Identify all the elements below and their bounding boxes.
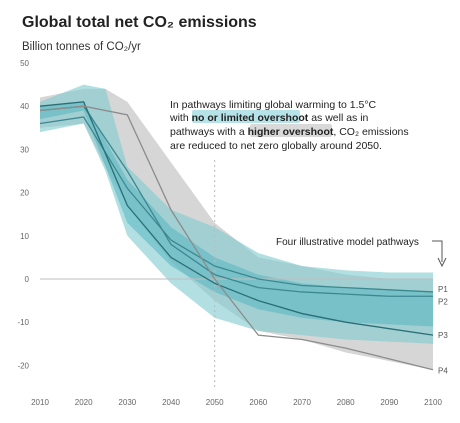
y-tick-label: -20 <box>17 361 29 370</box>
pathways-label: Four illustrative model pathways <box>276 237 419 248</box>
x-tick-label: 2090 <box>380 398 398 407</box>
annotation-line-3-highlight: higher overshoot <box>248 126 334 138</box>
annotation-line-1: In pathways limiting global warming to 1… <box>170 99 377 111</box>
highlight-limited-overshoot <box>192 110 300 123</box>
x-tick-label: 2040 <box>162 398 180 407</box>
y-tick-label: 40 <box>20 102 29 111</box>
y-axis-label: Billion tonnes of CO₂/yr <box>22 41 141 53</box>
pathway-lines <box>39 101 434 371</box>
series-line-p4 <box>39 105 434 371</box>
x-tick-label: 2010 <box>31 398 49 407</box>
y-tick-label: 30 <box>20 145 29 154</box>
series-label-p1: P1 <box>438 285 448 294</box>
series-label-p3: P3 <box>438 331 448 340</box>
pathways-arrowhead-icon <box>437 257 447 268</box>
y-tick-label: -10 <box>17 318 29 327</box>
annotation-text: In pathways limiting global warming to 1… <box>169 99 409 152</box>
annotation-line-4: are reduced to net zero globally around … <box>170 140 382 152</box>
annotation-line-2: with no or limited overshoot as well as … <box>169 112 369 124</box>
x-tick-label: 2080 <box>337 398 355 407</box>
x-tick-label: 2030 <box>118 398 136 407</box>
annotation-line-2-pre: with <box>169 112 192 124</box>
annotation-line-3-post: , CO₂ emissions <box>333 126 408 138</box>
y-tick-label: 0 <box>25 275 30 284</box>
series-line-p3 <box>39 101 434 336</box>
x-tick-label: 2060 <box>249 398 267 407</box>
annotation-line-3: pathways with a higher overshoot, CO₂ em… <box>170 126 409 138</box>
x-tick-label: 2100 <box>424 398 442 407</box>
x-tick-labels: 2010 2020 2030 2040 2050 2060 2070 2080 2090 2100 <box>31 398 442 407</box>
pathway-labels: P1 P2 P3 P4 <box>438 285 448 376</box>
highlight-higher-overshoot <box>250 124 332 137</box>
annotation-line-3-pre: pathways with a <box>170 126 248 138</box>
y-tick-label: 50 <box>20 59 29 68</box>
chart-title: Global total net CO₂ emissions <box>22 14 257 31</box>
series-label-p4: P4 <box>438 367 448 376</box>
y-tick-labels: 50 40 30 20 10 0 -10 -20 <box>17 59 29 370</box>
y-tick-label: 10 <box>20 232 29 241</box>
x-tick-label: 2070 <box>293 398 311 407</box>
x-tick-label: 2020 <box>75 398 93 407</box>
series-label-p2: P2 <box>438 297 448 306</box>
annotation-line-2-highlight: no or limited overshoot <box>192 112 309 124</box>
y-tick-label: 20 <box>20 189 29 198</box>
x-tick-label: 2050 <box>206 398 224 407</box>
annotation-line-2-post: as well as in <box>308 112 368 124</box>
pathways-label-arrow <box>432 240 443 262</box>
series-line-p2 <box>39 105 433 297</box>
